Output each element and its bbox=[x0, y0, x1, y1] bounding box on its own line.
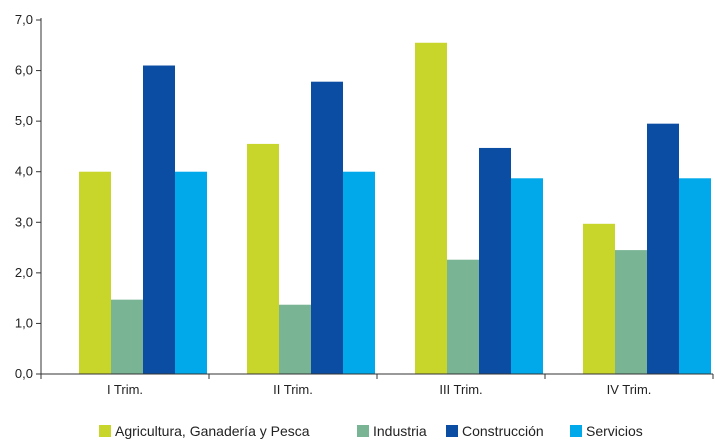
bar bbox=[479, 147, 511, 374]
legend-label: Servicios bbox=[586, 423, 643, 439]
y-tick-label: 2,0 bbox=[15, 265, 33, 280]
y-axis: 0,0 1,0 2,0 3,0 4,0 5,0 6,0 7,0 bbox=[15, 12, 42, 381]
x-axis: I Trim. II Trim. III Trim. IV Trim. bbox=[40, 373, 714, 397]
bar bbox=[415, 42, 447, 374]
x-tick-label: II Trim. bbox=[273, 382, 313, 397]
y-tick-label: 1,0 bbox=[15, 315, 33, 330]
legend-swatch bbox=[357, 425, 369, 437]
x-tick-label: III Trim. bbox=[439, 382, 482, 397]
x-tick-label: IV Trim. bbox=[607, 382, 652, 397]
bar bbox=[583, 223, 615, 374]
bar bbox=[111, 299, 143, 374]
bar bbox=[279, 304, 311, 374]
bar bbox=[647, 123, 679, 375]
legend-label: Construcción bbox=[462, 423, 544, 439]
x-tick-label: I Trim. bbox=[107, 382, 143, 397]
bar bbox=[343, 171, 375, 374]
legend-label: Agricultura, Ganadería y Pesca bbox=[115, 423, 310, 439]
bars bbox=[79, 42, 711, 375]
bar bbox=[247, 143, 279, 374]
bar bbox=[679, 178, 711, 374]
legend-swatch bbox=[99, 425, 111, 437]
y-tick-label: 5,0 bbox=[15, 113, 33, 128]
y-tick-label: 3,0 bbox=[15, 214, 33, 229]
bar bbox=[143, 65, 175, 374]
bar bbox=[511, 178, 543, 374]
y-tick-label: 6,0 bbox=[15, 63, 33, 78]
bar bbox=[175, 171, 207, 374]
bar bbox=[447, 259, 479, 374]
legend: Agricultura, Ganadería y Pesca Industria C… bbox=[99, 423, 643, 439]
y-tick-label: 4,0 bbox=[15, 164, 33, 179]
bar bbox=[615, 250, 647, 374]
legend-label: Industria bbox=[373, 423, 427, 439]
legend-swatch bbox=[570, 425, 582, 437]
bar bbox=[311, 81, 343, 374]
bar bbox=[79, 171, 111, 374]
y-tick-label: 0,0 bbox=[15, 366, 33, 381]
y-tick-label: 7,0 bbox=[15, 12, 33, 27]
legend-swatch bbox=[446, 425, 458, 437]
